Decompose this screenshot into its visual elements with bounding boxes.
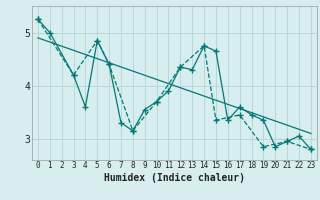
X-axis label: Humidex (Indice chaleur): Humidex (Indice chaleur) (104, 173, 245, 183)
